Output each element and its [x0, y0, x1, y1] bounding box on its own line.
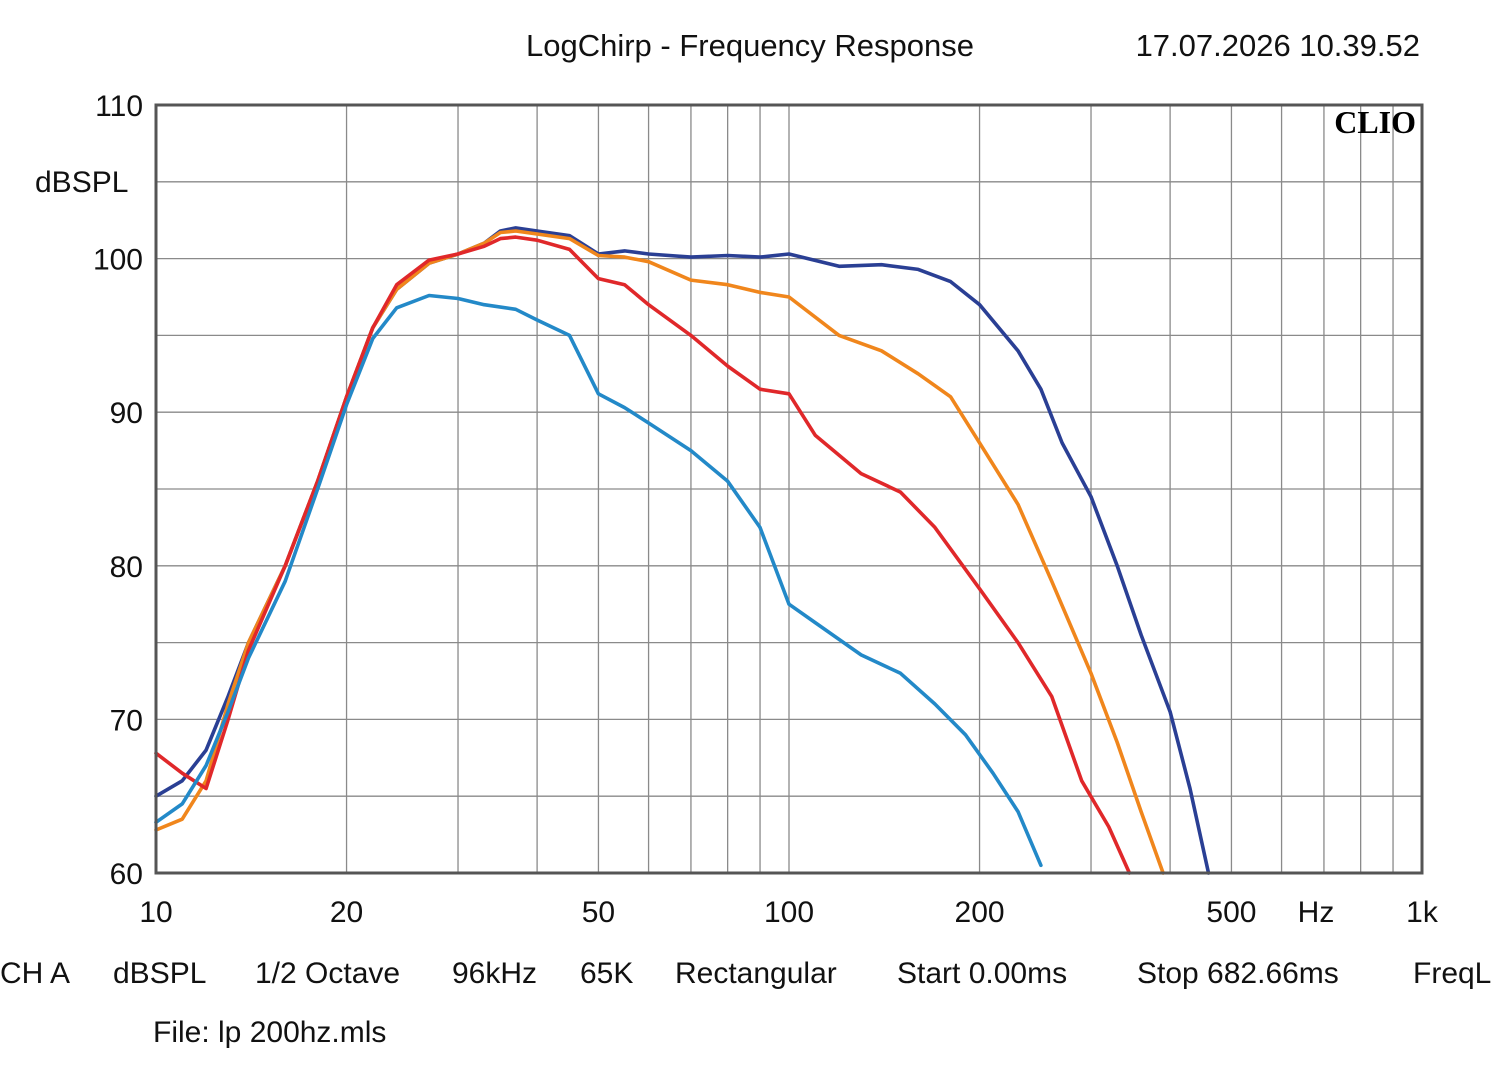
footer-start: Start 0.00ms: [897, 957, 1067, 990]
x-tick-label: 200: [955, 896, 1005, 929]
footer-mode: FreqL: [1413, 957, 1491, 990]
y-axis-label: dBSPL: [35, 166, 128, 199]
footer-window: Rectangular: [675, 957, 837, 990]
series-layer: [154, 226, 1211, 875]
x-tick-label: 1k: [1406, 896, 1439, 929]
series-line-3: [154, 235, 1132, 875]
y-tick-label: 70: [110, 704, 143, 737]
x-tick-label: 500: [1206, 896, 1256, 929]
series-line-1: [154, 226, 1211, 875]
y-tick-label: 90: [110, 397, 143, 430]
series-line-2: [154, 229, 1165, 875]
x-tick-label: 20: [330, 896, 363, 929]
footer-samplerate: 96kHz: [452, 957, 537, 990]
plot-frame: [154, 103, 1424, 875]
footer-file: File: lp 200hz.mls: [153, 1016, 386, 1049]
footer-channel: CH A: [0, 957, 70, 990]
x-tick-labels: 10 20 50 100 200 500 1k: [139, 896, 1439, 929]
y-tick-label: 100: [93, 244, 143, 277]
clio-logo: CLIO: [1334, 104, 1416, 140]
y-tick-label: 60: [110, 858, 143, 891]
x-tick-label: 100: [764, 896, 814, 929]
footer-size: 65K: [580, 957, 633, 990]
y-tick-label: 80: [110, 551, 143, 584]
footer-smoothing: 1/2 Octave: [255, 957, 400, 990]
plot-grid: [156, 105, 1422, 873]
y-tick-labels: 60 70 80 90 100 110: [93, 90, 143, 891]
x-tick-label: 50: [582, 896, 615, 929]
x-axis-label: Hz: [1298, 896, 1335, 929]
footer-stop: Stop 682.66ms: [1137, 957, 1339, 990]
x-tick-label: 10: [139, 896, 172, 929]
timestamp: 17.07.2026 10.39.52: [1136, 28, 1420, 63]
series-line-4: [154, 293, 1043, 868]
chart-title: LogChirp - Frequency Response: [526, 28, 974, 63]
footer-settings: CH A dBSPL 1/2 Octave 96kHz 65K Rectangu…: [0, 957, 1491, 1049]
y-tick-label: 110: [95, 90, 143, 123]
footer-unit: dBSPL: [113, 957, 206, 990]
